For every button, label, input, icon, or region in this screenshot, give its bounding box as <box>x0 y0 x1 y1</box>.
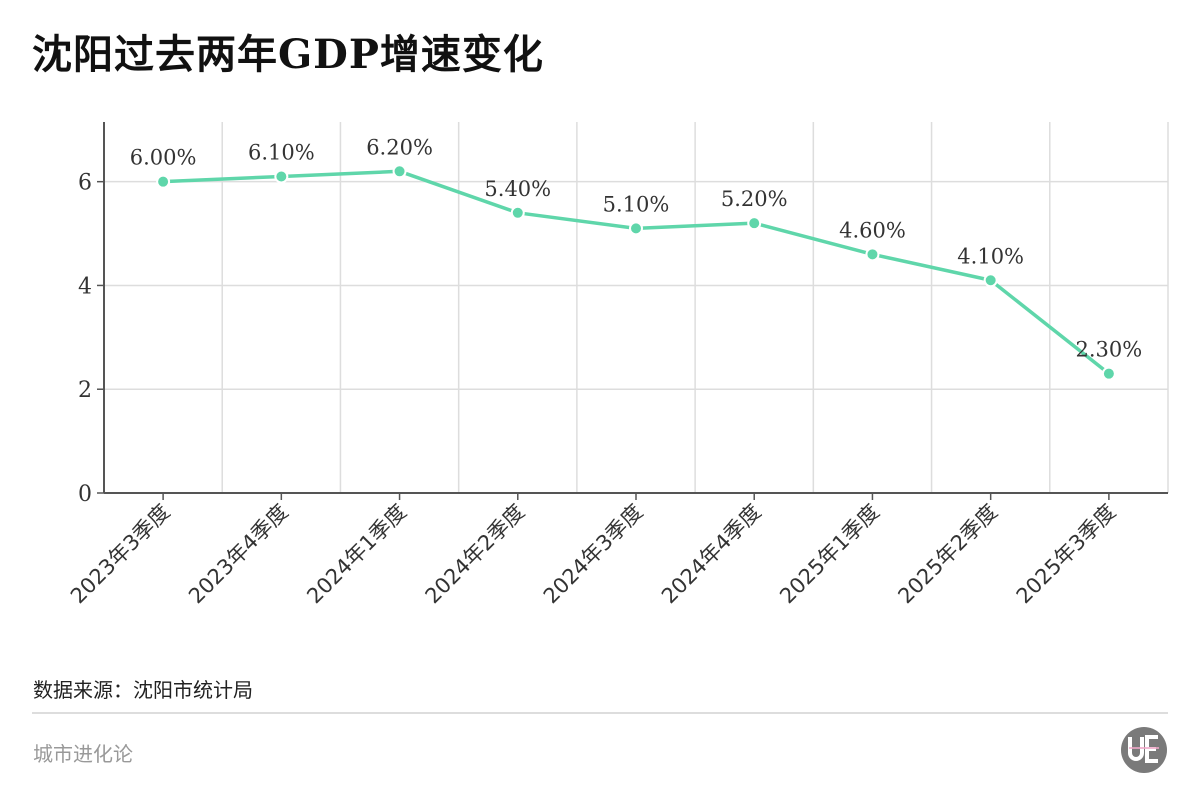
data-label: 5.10% <box>603 192 670 216</box>
data-label: 5.20% <box>721 187 788 211</box>
data-label: 4.10% <box>957 244 1024 268</box>
x-tick-label: 2024年4季度 <box>657 500 766 609</box>
data-label: 2.30% <box>1076 338 1143 362</box>
data-point <box>1101 366 1116 381</box>
x-tick-label: 2025年1季度 <box>775 500 884 609</box>
y-tick-label: 0 <box>78 482 92 507</box>
data-label: 6.00% <box>130 146 197 170</box>
data-label: 5.40% <box>484 177 551 201</box>
x-tick-label: 2023年3季度 <box>66 500 175 609</box>
y-tick-label: 4 <box>78 274 92 299</box>
data-point <box>392 164 407 179</box>
data-label: 6.10% <box>248 140 315 164</box>
brand-name: 城市进化论 <box>33 742 133 766</box>
x-tick-label: 2024年2季度 <box>421 500 530 609</box>
data-source: 数据来源：沈阳市统计局 <box>33 678 253 702</box>
data-point <box>747 216 762 231</box>
brand-logo <box>1121 727 1167 773</box>
x-tick-label: 2024年1季度 <box>302 500 411 609</box>
x-tick-label: 2023年4季度 <box>184 500 293 609</box>
chart-title: 沈阳过去两年GDP增速变化 <box>32 31 544 78</box>
data-label: 4.60% <box>839 218 906 242</box>
y-tick-label: 2 <box>78 378 92 403</box>
data-label: 6.20% <box>366 135 433 159</box>
data-point <box>510 205 525 220</box>
y-tick-label: 6 <box>78 171 92 196</box>
x-tick-label: 2024年3季度 <box>539 500 648 609</box>
divider <box>32 712 1168 714</box>
data-point <box>629 221 643 236</box>
data-point <box>156 174 171 189</box>
x-tick-label: 2025年2季度 <box>893 500 1002 609</box>
data-point <box>983 273 998 288</box>
data-point <box>274 169 289 184</box>
data-point <box>865 247 880 262</box>
x-tick-label: 2025年3季度 <box>1012 500 1121 609</box>
